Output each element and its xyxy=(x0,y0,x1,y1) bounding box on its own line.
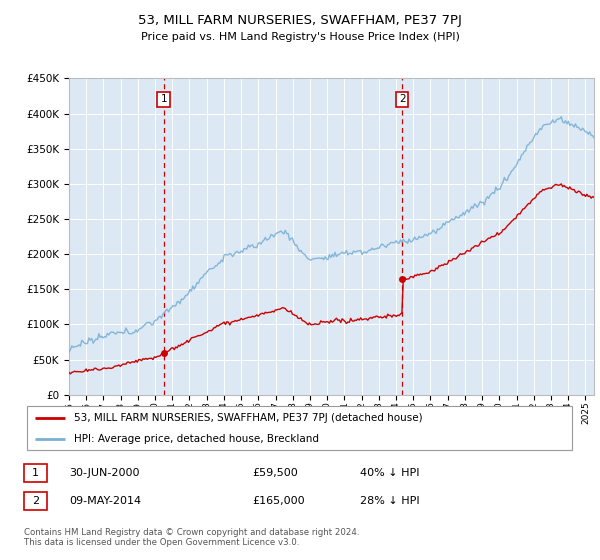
Text: 1: 1 xyxy=(32,468,39,478)
Text: 09-MAY-2014: 09-MAY-2014 xyxy=(69,496,141,506)
Text: 2: 2 xyxy=(399,95,406,105)
Text: 53, MILL FARM NURSERIES, SWAFFHAM, PE37 7PJ (detached house): 53, MILL FARM NURSERIES, SWAFFHAM, PE37 … xyxy=(74,413,422,423)
Text: 2: 2 xyxy=(32,496,39,506)
Text: Price paid vs. HM Land Registry's House Price Index (HPI): Price paid vs. HM Land Registry's House … xyxy=(140,32,460,42)
FancyBboxPatch shape xyxy=(27,406,572,450)
Text: 53, MILL FARM NURSERIES, SWAFFHAM, PE37 7PJ: 53, MILL FARM NURSERIES, SWAFFHAM, PE37 … xyxy=(138,14,462,27)
Text: 30-JUN-2000: 30-JUN-2000 xyxy=(69,468,139,478)
Text: 40% ↓ HPI: 40% ↓ HPI xyxy=(360,468,419,478)
Text: £59,500: £59,500 xyxy=(252,468,298,478)
Text: £165,000: £165,000 xyxy=(252,496,305,506)
Text: 1: 1 xyxy=(160,95,167,105)
Text: 28% ↓ HPI: 28% ↓ HPI xyxy=(360,496,419,506)
Text: HPI: Average price, detached house, Breckland: HPI: Average price, detached house, Brec… xyxy=(74,434,319,444)
Text: Contains HM Land Registry data © Crown copyright and database right 2024.
This d: Contains HM Land Registry data © Crown c… xyxy=(24,528,359,547)
